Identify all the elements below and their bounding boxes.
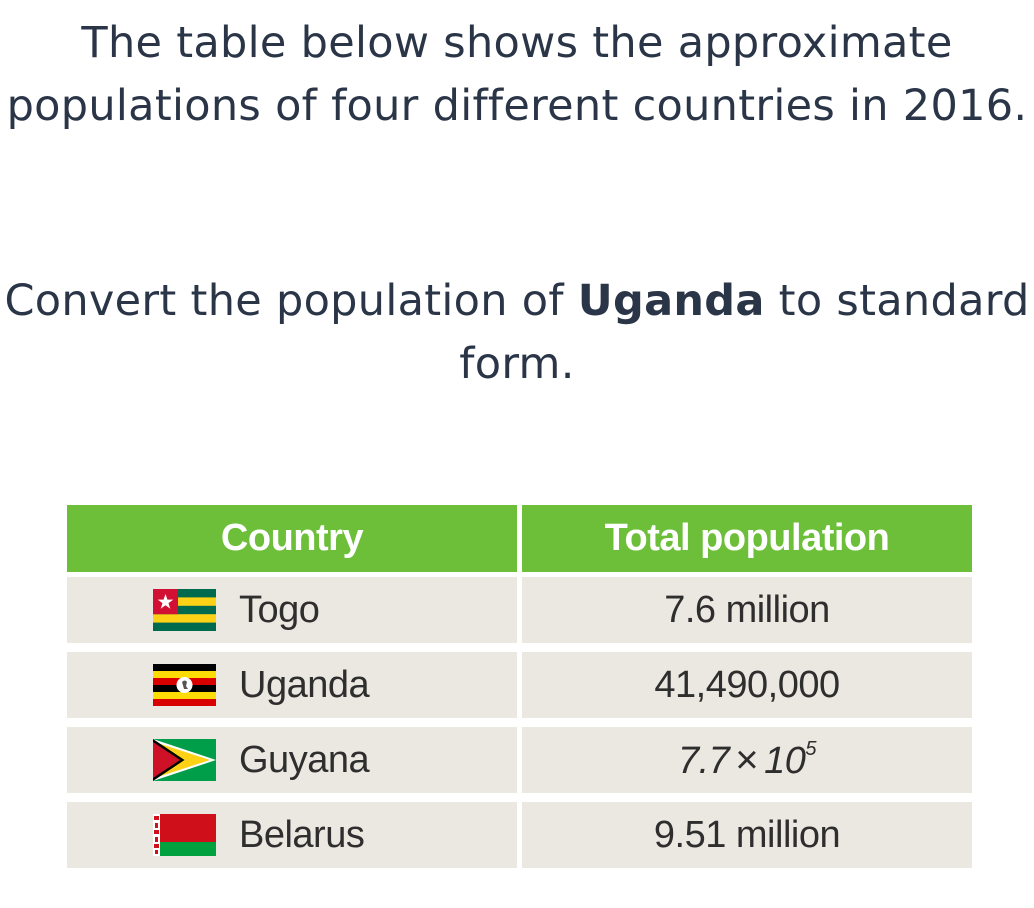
table-row-belarus-population: 9.51 million	[522, 802, 972, 868]
guyana-flag-icon	[153, 739, 216, 781]
belarus-flag-icon	[153, 814, 216, 856]
prompt-country: Uganda	[577, 276, 765, 326]
question-prompt: Convert the population of Uganda to stan…	[0, 270, 1034, 396]
table-row-guyana-population: 7.7 × 105	[522, 727, 972, 793]
table-row-togo-country: Togo	[67, 577, 517, 643]
country-name: Togo	[239, 588, 320, 631]
question-intro: The table below shows the approximate po…	[6, 18, 1028, 131]
table-row-guyana-country: Guyana	[67, 727, 517, 793]
scientific-notation: 7.7 × 105	[677, 737, 817, 782]
togo-flag-icon	[153, 589, 216, 631]
table-row-togo-population: 7.6 million	[522, 577, 972, 643]
table-row-uganda-country: Uganda	[67, 652, 517, 718]
country-name: Belarus	[239, 813, 365, 856]
table-row-uganda-population: 41,490,000	[522, 652, 972, 718]
prompt-after: to standard form.	[459, 276, 1030, 389]
prompt-before: Convert the population of	[4, 276, 578, 326]
population-table: Country Total population Togo 7.6 millio…	[67, 505, 972, 870]
header-population: Total population	[522, 505, 972, 572]
country-name: Guyana	[239, 738, 370, 781]
country-name: Uganda	[239, 663, 370, 706]
header-country: Country	[67, 505, 517, 572]
uganda-flag-icon	[153, 664, 216, 706]
table-row-belarus-country: Belarus	[67, 802, 517, 868]
